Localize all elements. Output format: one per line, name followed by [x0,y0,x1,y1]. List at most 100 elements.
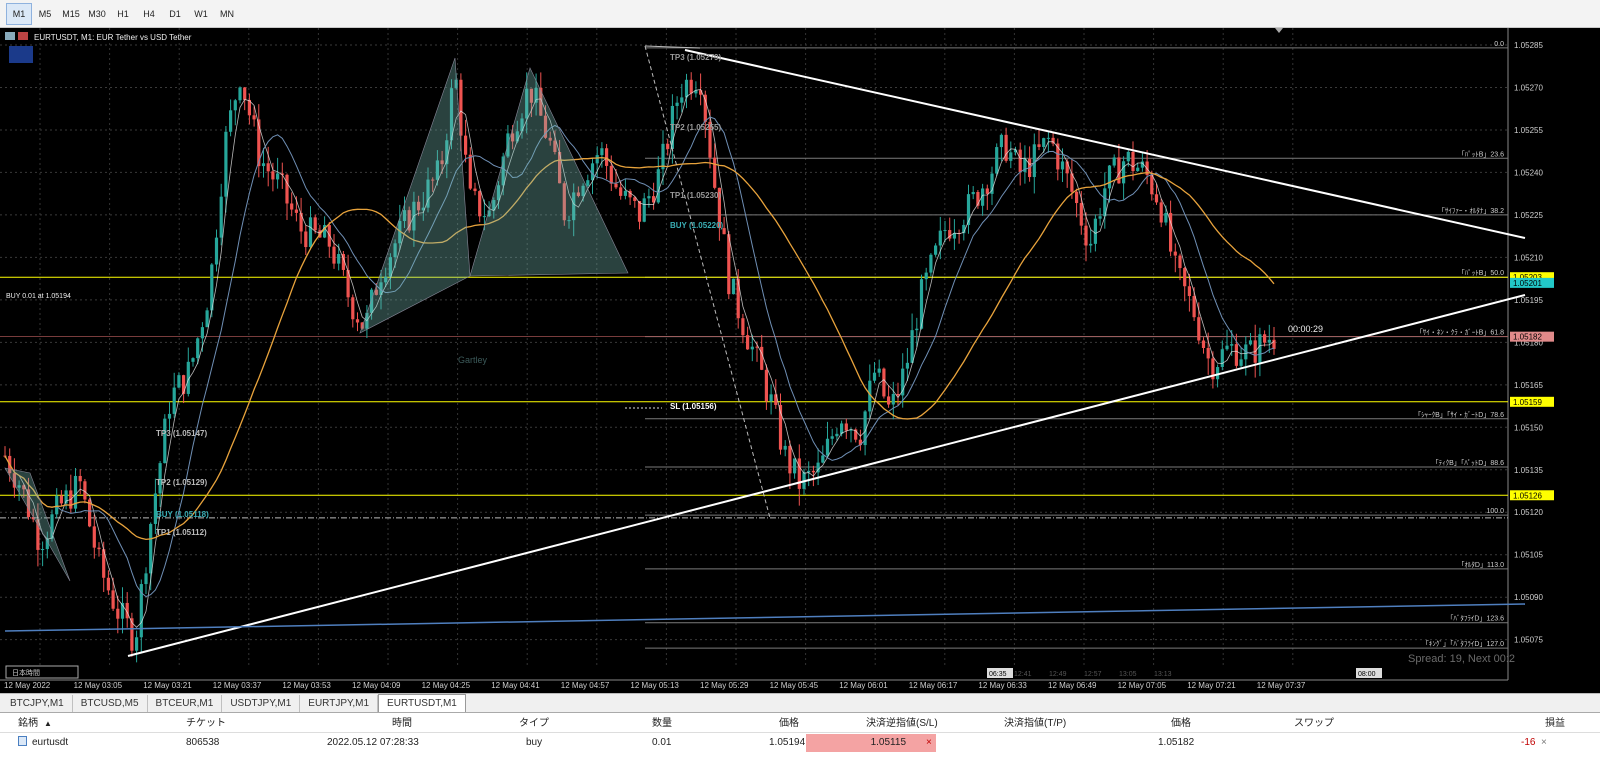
timeframe-w1[interactable]: W1 [194,8,208,19]
timeframe-m30[interactable]: M30 [88,8,106,19]
candle-body [294,209,298,213]
candle-body [31,517,35,520]
price-axis-label: 1.05165 [1514,381,1543,390]
candle-body [830,436,834,439]
candle-body [116,608,120,619]
faint-time-label: 12:41 [1014,671,1032,678]
candle-body [971,192,975,195]
col-price[interactable]: 価格 [779,718,799,729]
candle-body [388,257,392,277]
candle-body [1211,358,1215,380]
candle-body [840,423,844,434]
candle-body [393,243,397,258]
support-trendline [127,294,1526,657]
candle-body [130,618,134,651]
candle-body [1173,251,1177,256]
time-marker-label: 08:00 [1358,671,1376,678]
candle-body [1136,167,1140,172]
candle-body [929,254,933,273]
candle-body [797,458,801,489]
col-symbol[interactable]: 銘柄 [18,718,38,729]
remove-sl-icon[interactable]: × [926,737,932,748]
candle-body [55,495,59,515]
col-sl[interactable]: 決済逆指値(S/L) [866,718,938,729]
candle-body [417,201,421,211]
candle-body [976,192,980,206]
candle-body [426,179,430,208]
candle-body [1056,143,1060,170]
col-cur-price[interactable]: 価格 [1171,718,1191,729]
local-time-box [5,665,79,679]
chart-tab-btcjpy-m1[interactable]: BTCJPY,M1 [2,695,73,712]
candle-body [844,423,848,431]
timeframe-h4[interactable]: H4 [143,8,155,19]
candle-body [153,493,157,524]
time-axis-label: 12 May 06:17 [909,681,958,690]
candle-body [379,282,383,295]
timeframe-mn[interactable]: MN [220,8,234,19]
candle-body [261,163,266,167]
price-highlight-box [1510,272,1554,283]
candle-body [1248,340,1253,345]
chart-tab-eurtjpy-m1[interactable]: EURTJPY,M1 [300,695,379,712]
time-axis-label: 12 May 06:01 [839,681,888,690]
harmonic-pattern-shape [359,57,471,334]
timeframe-toolbar: M1 M5 M15 M30 H1 H4 D1 W1 MN [0,0,1600,28]
price-highlight-label: 1.05182 [1513,333,1542,342]
candle-body [257,119,261,167]
candle-body [238,87,242,101]
candle-body [1032,144,1036,178]
chart-canvas[interactable]: 1.05285 1.05270 1.05255 1.05240 1.05225 1.052… [0,28,1600,693]
candle-body [713,157,717,188]
chart-tab-usdtjpy-m1[interactable]: USDTJPY,M1 [222,695,301,712]
chart-tab-btceur-m1[interactable]: BTCEUR,M1 [148,695,223,712]
timeframe-h1[interactable]: H1 [117,8,129,19]
fib-level-label: 「ｻｲﾌｧｰ・ｵﾙﾀﾅ」38.2 [1438,207,1504,215]
col-swap[interactable]: スワップ [1294,718,1334,729]
sort-arrow-icon[interactable]: ▲ [44,719,52,728]
candle-body [990,173,994,194]
time-axis-label: 12 May 07:05 [1118,681,1167,690]
timeframe-m1[interactable]: M1 [6,2,32,25]
candle-body [778,404,783,450]
candle-body [905,362,909,369]
col-type[interactable]: タイプ [519,718,549,729]
col-tp[interactable]: 決済指値(T/P) [1004,718,1067,729]
col-profit[interactable]: 損益 [1545,718,1565,729]
candle-body [661,143,665,170]
candle-body [938,230,942,246]
candle-body [144,573,148,585]
candle-body [182,375,186,394]
candle-body [177,375,181,388]
candle-body [807,470,811,473]
time-axis-label: 12 May 03:05 [74,681,123,690]
candle-body [854,429,858,440]
candle-body [572,192,576,221]
chart-tab-eurtusdt-m1[interactable]: EURTUSDT,M1 [378,694,466,712]
price-chart[interactable]: 1.05285 1.05270 1.05255 1.05240 1.05225 1.052… [0,28,1600,693]
candle-body [788,445,792,474]
candle-body [652,196,656,203]
chart-tab-btcusd-m5[interactable]: BTCUSD,M5 [73,695,148,712]
candle-body [642,198,646,222]
col-ticket[interactable]: チケット [186,718,226,729]
candle-body [562,183,566,221]
col-time[interactable]: 時間 [392,718,412,729]
close-position-icon[interactable]: × [1541,737,1547,748]
candle-body [172,387,176,414]
candle-body [186,361,190,394]
candle-body [454,79,458,89]
price-axis-label: 1.05135 [1514,466,1543,475]
candle-body [158,463,162,494]
timeframe-d1[interactable]: D1 [169,8,181,19]
position-sl[interactable]: 1.05115 [806,734,936,752]
col-volume[interactable]: 数量 [652,718,672,729]
position-row[interactable]: eurtusdt 806538 2022.05.12 07:28:33 buy … [0,734,1600,752]
timeframe-m15[interactable]: M15 [62,8,80,19]
candle-body [26,489,31,518]
candle-body [243,87,247,100]
candle-body [760,346,764,370]
candle-body [280,173,284,175]
timeframe-m5[interactable]: M5 [38,8,52,19]
candle-body [769,394,773,402]
